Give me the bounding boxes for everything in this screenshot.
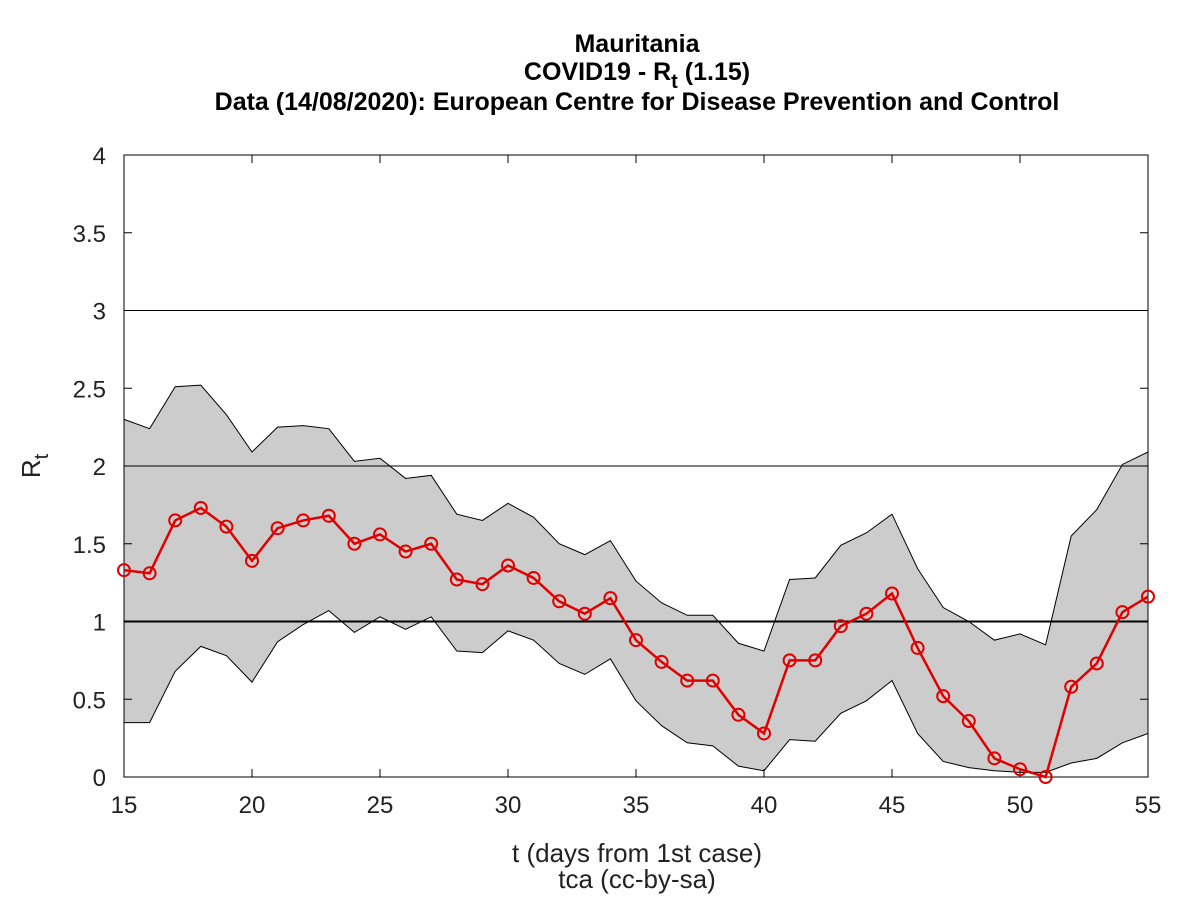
rt-point (1115, 605, 1130, 620)
rt-point (910, 640, 925, 655)
rt-point (1013, 762, 1027, 777)
rt-point (373, 527, 387, 542)
rt-point (1089, 656, 1104, 671)
rt-point (782, 653, 797, 668)
y-tick-label: 1.5 (73, 532, 106, 559)
rt-point (449, 572, 464, 587)
chart-title-metric: COVID19 - Rt (1.15) (524, 58, 750, 93)
rt-point (885, 586, 899, 601)
rt-point (321, 508, 336, 523)
rt-point (757, 726, 771, 741)
x-tick-label: 15 (111, 792, 138, 819)
credit-text: tca (cc-by-sa) (558, 864, 715, 894)
reference-lines-layer (124, 310, 1148, 623)
band-lower-edge (124, 610, 1149, 773)
confidence-band-layer (123, 384, 1149, 773)
rt-point (219, 519, 234, 534)
band-upper-edge (123, 384, 1149, 652)
y-tick-label: 2 (93, 454, 106, 481)
y-tick-label: 3 (93, 299, 106, 326)
rt-point (552, 594, 567, 609)
rt-point (117, 563, 131, 578)
x-tick-label: 40 (751, 792, 778, 819)
rt-point (987, 751, 1002, 766)
rt-point (833, 619, 848, 634)
rt-point (245, 553, 259, 568)
x-axis-label: t (days from 1st case) (512, 838, 762, 868)
y-axis-label: Rt (16, 453, 53, 478)
rt-point (193, 500, 208, 515)
rt-point (603, 591, 618, 606)
x-tick-label: 55 (1135, 792, 1162, 819)
chart-title-country: Mauritania (574, 30, 700, 58)
rt-point (347, 536, 362, 551)
rt-series-line (123, 506, 1149, 779)
rt-point (936, 689, 951, 704)
rt-point (629, 633, 643, 648)
rt-point (859, 606, 874, 621)
rt-point (808, 653, 823, 668)
y-tick-label: 4 (93, 143, 106, 170)
rt-point (705, 673, 720, 688)
x-tick-label: 25 (367, 792, 394, 819)
rt-point (731, 707, 746, 722)
chart-title-subscript: t (671, 71, 678, 93)
rt-point (398, 544, 413, 559)
y-tick-label: 2.5 (73, 376, 106, 403)
rt-point (142, 566, 157, 581)
y-tick-label: 3.5 (73, 221, 106, 248)
rt-point (501, 558, 515, 573)
x-tick-label: 45 (879, 792, 906, 819)
y-axis-label-subscript: t (31, 453, 53, 459)
axis-ticks-layer: 15 20 25 30 35 40 45 50 55 0 0.5 1 1.5 2 2.5 3 3.5 4 (73, 143, 1162, 819)
rt-point (475, 577, 490, 592)
rt-point (168, 513, 183, 528)
rt-point (680, 673, 695, 688)
x-tick-label: 50 (1007, 792, 1034, 819)
y-tick-label: 0.5 (73, 687, 106, 714)
rt-point (1038, 770, 1053, 784)
chart-title-value: (1.15) (678, 58, 750, 86)
rt-point (1141, 589, 1155, 604)
x-tick-label: 35 (623, 792, 650, 819)
x-tick-label: 20 (239, 792, 266, 819)
rt-point (270, 521, 285, 536)
x-tick-label: 30 (495, 792, 522, 819)
rt-point (424, 536, 439, 551)
rt-point (961, 714, 976, 729)
rt-point (1064, 679, 1079, 694)
series-layer (117, 500, 1155, 784)
rt-point (654, 654, 669, 669)
rt-point (577, 606, 592, 621)
y-tick-label: 0 (93, 765, 106, 792)
y-tick-label: 1 (93, 610, 106, 637)
chart-title-source: Data (14/08/2020): European Centre for D… (215, 88, 1060, 116)
rt-point (526, 570, 541, 585)
confidence-band (124, 385, 1148, 773)
rt-point (296, 513, 311, 528)
